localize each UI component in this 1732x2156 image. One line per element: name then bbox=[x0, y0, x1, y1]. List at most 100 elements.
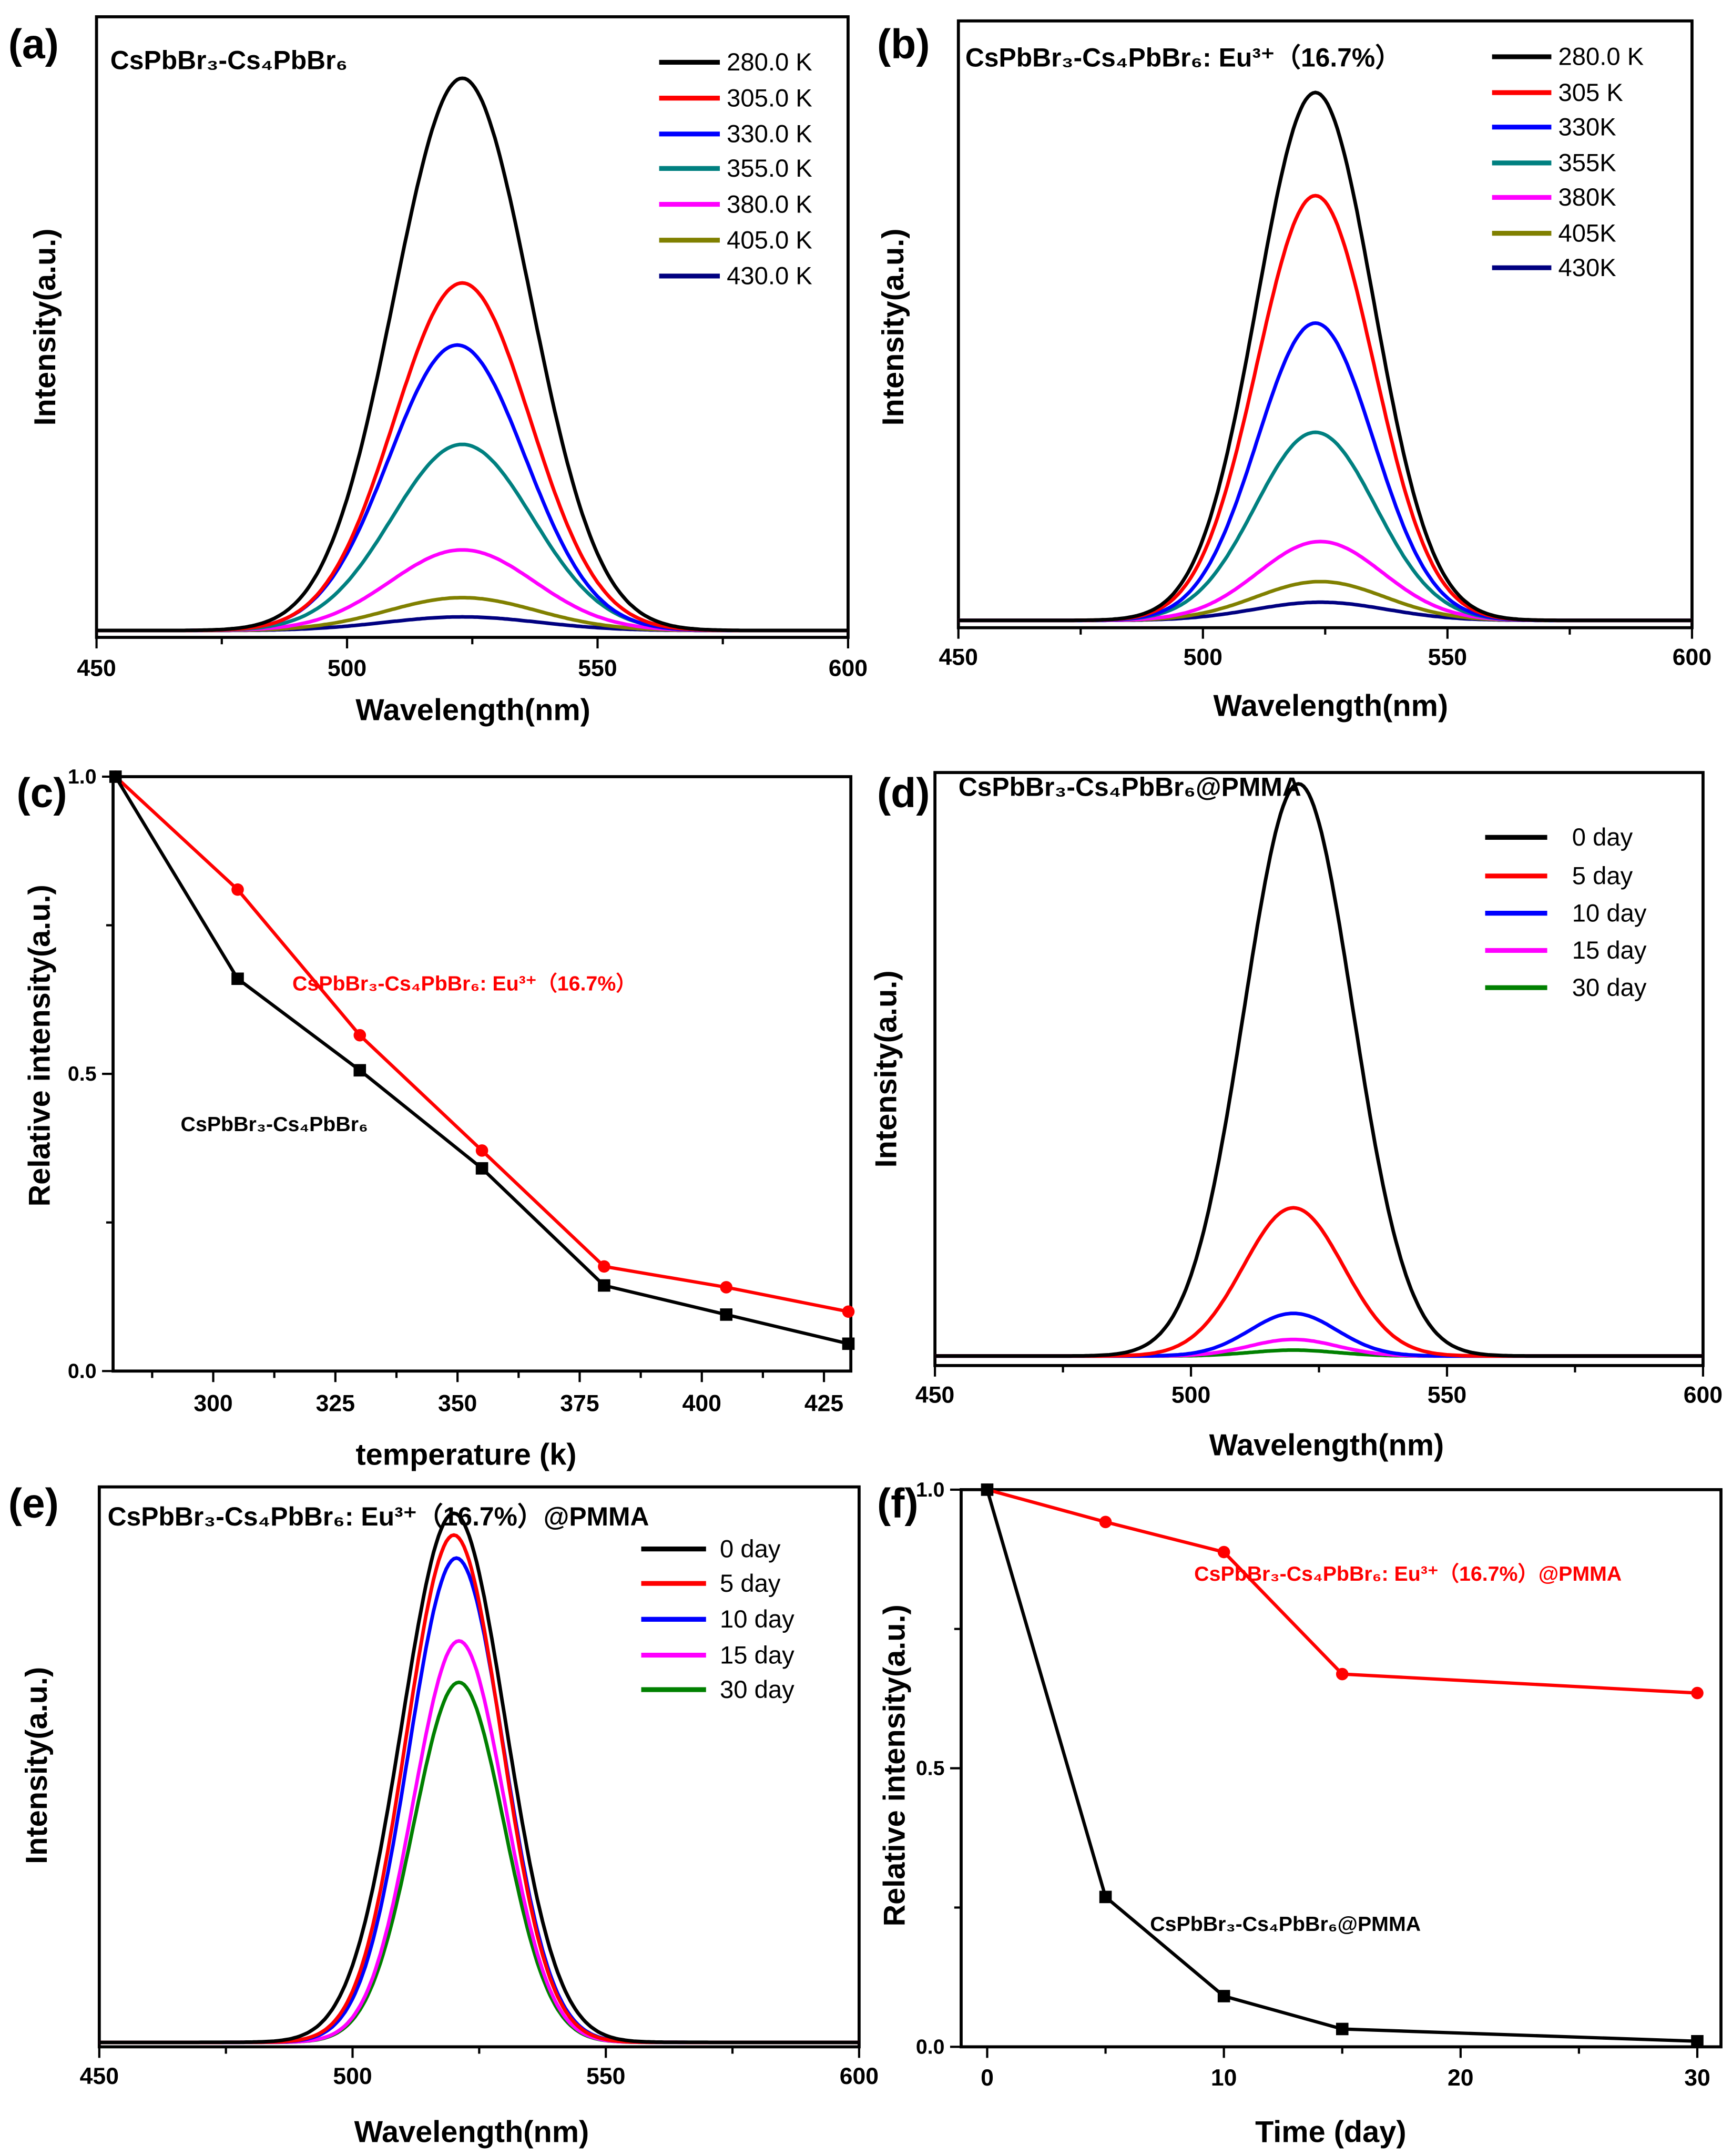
x-tick-label: 10 bbox=[1211, 2065, 1237, 2091]
x-tick-label: 300 bbox=[193, 1390, 232, 1416]
series-annotation: CsPbBr₃-Cs₄PbBr₆: Eu³⁺（16.7%）@PMMA bbox=[1194, 1562, 1622, 1585]
chart-title: CsPbBr₃-Cs₄PbBr₆: Eu³⁺（16.7%） bbox=[965, 43, 1401, 72]
y-axis-label: Intensity(a.u.) bbox=[20, 1667, 54, 1864]
plot-frame bbox=[933, 771, 1705, 1367]
legend-label: 405.0 K bbox=[727, 226, 812, 254]
spectrum-line bbox=[958, 90, 1692, 623]
series-line bbox=[114, 775, 849, 1314]
legend-label: 305.0 K bbox=[727, 84, 812, 112]
legend-label: 280.0 K bbox=[1558, 43, 1644, 71]
data-point bbox=[231, 883, 244, 896]
x-tick-label: 600 bbox=[1673, 645, 1711, 670]
legend-label: 15 day bbox=[720, 1641, 794, 1669]
legend-label: 330.0 K bbox=[727, 120, 812, 148]
legend-label: 280.0 K bbox=[727, 48, 812, 76]
spectrum-line bbox=[96, 596, 848, 633]
spectrum-line bbox=[935, 782, 1703, 1358]
panel-letter: (a) bbox=[8, 21, 59, 67]
data-point bbox=[842, 1305, 855, 1318]
x-tick-label: 550 bbox=[1428, 645, 1467, 670]
legend-label: 30 day bbox=[1572, 974, 1647, 1002]
y-axis-label: Relative intensity(a.u.) bbox=[878, 1604, 911, 1926]
spectrum-line bbox=[96, 281, 848, 633]
panel-letter: (e) bbox=[8, 1480, 59, 1526]
data-point bbox=[598, 1260, 610, 1273]
y-tick-label: 0.5 bbox=[68, 1062, 97, 1085]
chart-panel-e: (e) 450 500 550 600 Wavelength(nm) Intensity(a… bbox=[8, 1480, 879, 2149]
x-tick-label: 550 bbox=[586, 2063, 625, 2089]
legend-label: 30 day bbox=[720, 1676, 794, 1704]
chart-panel-d: (d) 450 500 550 600 Wavelength(nm) Intensity(a… bbox=[870, 770, 1723, 1462]
legend-label: 355.0 K bbox=[727, 155, 812, 182]
data-point bbox=[720, 1308, 733, 1321]
data-point bbox=[475, 1144, 488, 1157]
legend-label: 5 day bbox=[720, 1570, 781, 1598]
data-point bbox=[842, 1337, 855, 1350]
x-tick-label: 20 bbox=[1448, 2065, 1474, 2091]
legend-label: 0 day bbox=[720, 1535, 781, 1563]
x-tick-label: 375 bbox=[560, 1390, 599, 1416]
data-point bbox=[1217, 1545, 1230, 1559]
legend-label: 355K bbox=[1558, 149, 1616, 177]
legend-label: 430K bbox=[1558, 254, 1616, 282]
chart-panel-a: (a) 450 500 550 600 Wavelength(nm) Intensity(a… bbox=[8, 15, 868, 727]
data-point bbox=[981, 1483, 994, 1496]
legend-label: 405K bbox=[1558, 219, 1616, 247]
y-axis-label: Intensity(a.u.) bbox=[870, 970, 903, 1167]
series-annotation: CsPbBr₃-Cs₄PbBr₆: Eu³⁺（16.7%） bbox=[292, 972, 637, 995]
y-axis-label: Intensity(a.u.) bbox=[28, 228, 62, 425]
legend-label: 305 K bbox=[1558, 79, 1623, 107]
series-annotation: CsPbBr₃-Cs₄PbBr₆ bbox=[181, 1113, 368, 1136]
legend-label: 10 day bbox=[1572, 899, 1647, 927]
x-tick-label: 30 bbox=[1684, 2065, 1710, 2091]
x-axis-label: Wavelength(nm) bbox=[1209, 1428, 1444, 1462]
data-point bbox=[1099, 1890, 1112, 1904]
legend-label: 430.0 K bbox=[727, 262, 812, 290]
x-tick-label: 600 bbox=[829, 656, 868, 682]
data-point bbox=[720, 1281, 733, 1294]
spectrum-line bbox=[96, 442, 848, 633]
panel-letter: (c) bbox=[16, 770, 67, 816]
x-tick-label: 0 bbox=[981, 2065, 994, 2091]
x-tick-label: 550 bbox=[1428, 1382, 1466, 1408]
data-point bbox=[1217, 1990, 1230, 2002]
spectrum-line bbox=[99, 1511, 859, 2045]
data-point bbox=[1099, 1516, 1112, 1529]
x-tick-label: 500 bbox=[328, 656, 366, 682]
x-tick-label: 400 bbox=[682, 1390, 721, 1416]
x-axis-label: Time (day) bbox=[1255, 2115, 1406, 2149]
chart-panel-b: (b) 450 500 550 600 Wavelength(nm) Intensity(a… bbox=[877, 19, 1711, 723]
spectrum-line bbox=[935, 1337, 1703, 1358]
series-line bbox=[114, 776, 849, 1346]
data-point bbox=[598, 1279, 610, 1292]
x-tick-label: 325 bbox=[316, 1390, 355, 1416]
data-point bbox=[353, 1029, 366, 1042]
panel-letter: (f) bbox=[877, 1480, 919, 1526]
chart-title: CsPbBr₃-Cs₄PbBr₆@PMMA bbox=[959, 772, 1301, 802]
data-point bbox=[353, 1064, 366, 1077]
y-tick-label: 1.0 bbox=[68, 765, 97, 788]
x-tick-label: 350 bbox=[438, 1390, 477, 1416]
panel-letter: (b) bbox=[877, 21, 930, 67]
y-axis-label: Intensity(a.u.) bbox=[877, 228, 910, 425]
spectrum-line bbox=[99, 1680, 859, 2045]
legend-label: 15 day bbox=[1572, 937, 1647, 964]
y-tick-label: 0.0 bbox=[916, 2035, 945, 2058]
chart-panel-f: (f) 0 10 20 30 0.0 0.5 1.0 Time (day) Relative in… bbox=[877, 1478, 1723, 2149]
x-axis-label: Wavelength(nm) bbox=[354, 2115, 589, 2149]
x-tick-label: 450 bbox=[939, 645, 978, 670]
x-tick-label: 550 bbox=[578, 656, 617, 682]
spectrum-line bbox=[958, 600, 1692, 623]
x-axis-label: Wavelength(nm) bbox=[1214, 689, 1449, 723]
y-tick-label: 1.0 bbox=[916, 1478, 945, 1501]
series-line bbox=[986, 1488, 1698, 1695]
legend-label: 5 day bbox=[1572, 862, 1633, 890]
x-tick-label: 500 bbox=[333, 2063, 372, 2089]
y-tick-label: 0.0 bbox=[68, 1359, 97, 1382]
data-point bbox=[231, 972, 244, 985]
x-tick-label: 500 bbox=[1171, 1382, 1210, 1408]
data-point bbox=[1336, 1667, 1349, 1681]
legend-label: 10 day bbox=[720, 1605, 794, 1633]
plot-frame bbox=[956, 19, 1694, 629]
